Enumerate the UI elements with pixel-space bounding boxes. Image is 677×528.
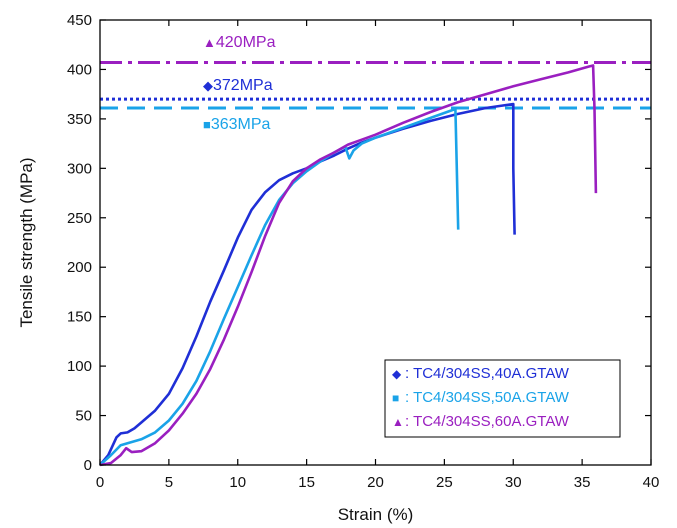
y-tick-label: 350 (67, 111, 92, 128)
y-tick-label: 200 (67, 259, 92, 276)
reference-marker: ■ (203, 117, 211, 132)
reference-label: ■363MPa (203, 116, 271, 133)
legend-entry: : TC4/304SS,50A.GTAW (405, 389, 570, 406)
x-tick-label: 15 (298, 474, 315, 491)
reference-marker: ▲ (203, 35, 216, 50)
x-axis-label: Strain (%) (338, 505, 414, 524)
x-tick-label: 30 (505, 474, 522, 491)
series-line (99, 64, 598, 467)
x-axis-ticks: 0 5 10 15 20 25 30 35 40 (96, 20, 660, 491)
series-line (99, 107, 460, 466)
reference-value: 420MPa (216, 34, 276, 51)
y-axis-label: Tensile strength (MPa) (17, 157, 36, 327)
x-tick-label: 40 (643, 474, 660, 491)
x-tick-label: 35 (574, 474, 591, 491)
y-tick-label: 300 (67, 160, 92, 177)
y-tick-label: 150 (67, 309, 92, 326)
legend-marker: ▲ (392, 415, 404, 429)
y-tick-label: 100 (67, 358, 92, 375)
reference-labels: ▲420MPa ◆372MPa ■363MPa (203, 34, 276, 133)
reference-marker: ◆ (203, 78, 213, 93)
legend-entry: : TC4/304SS,60A.GTAW (405, 413, 570, 430)
x-tick-label: 0 (96, 474, 104, 491)
plot-frame (99, 19, 652, 466)
series-lines (99, 64, 598, 467)
reference-label: ◆372MPa (203, 77, 273, 94)
reference-label: ▲420MPa (203, 34, 276, 51)
reference-lines (100, 61, 651, 110)
series-line (99, 102, 516, 466)
legend-box (384, 359, 621, 438)
legend-marker: ■ (392, 391, 399, 405)
reference-value: 363MPa (211, 116, 271, 133)
legend-marker: ◆ (392, 367, 402, 381)
y-tick-label: 0 (84, 457, 92, 474)
x-tick-label: 25 (436, 474, 453, 491)
legend-entry: : TC4/304SS,40A.GTAW (405, 365, 570, 382)
y-axis-ticks: 0 50 100 150 200 250 300 350 400 450 (67, 12, 651, 474)
y-tick-label: 400 (67, 61, 92, 78)
x-tick-label: 20 (367, 474, 384, 491)
x-tick-label: 5 (165, 474, 173, 491)
y-tick-label: 250 (67, 210, 92, 227)
legend: ◆: TC4/304SS,40A.GTAW ■ : TC4/304SS,50A.GT… (384, 359, 621, 438)
y-tick-label: 50 (75, 408, 92, 425)
reference-value: 372MPa (213, 77, 273, 94)
x-tick-label: 10 (229, 474, 246, 491)
y-tick-label: 450 (67, 12, 92, 29)
